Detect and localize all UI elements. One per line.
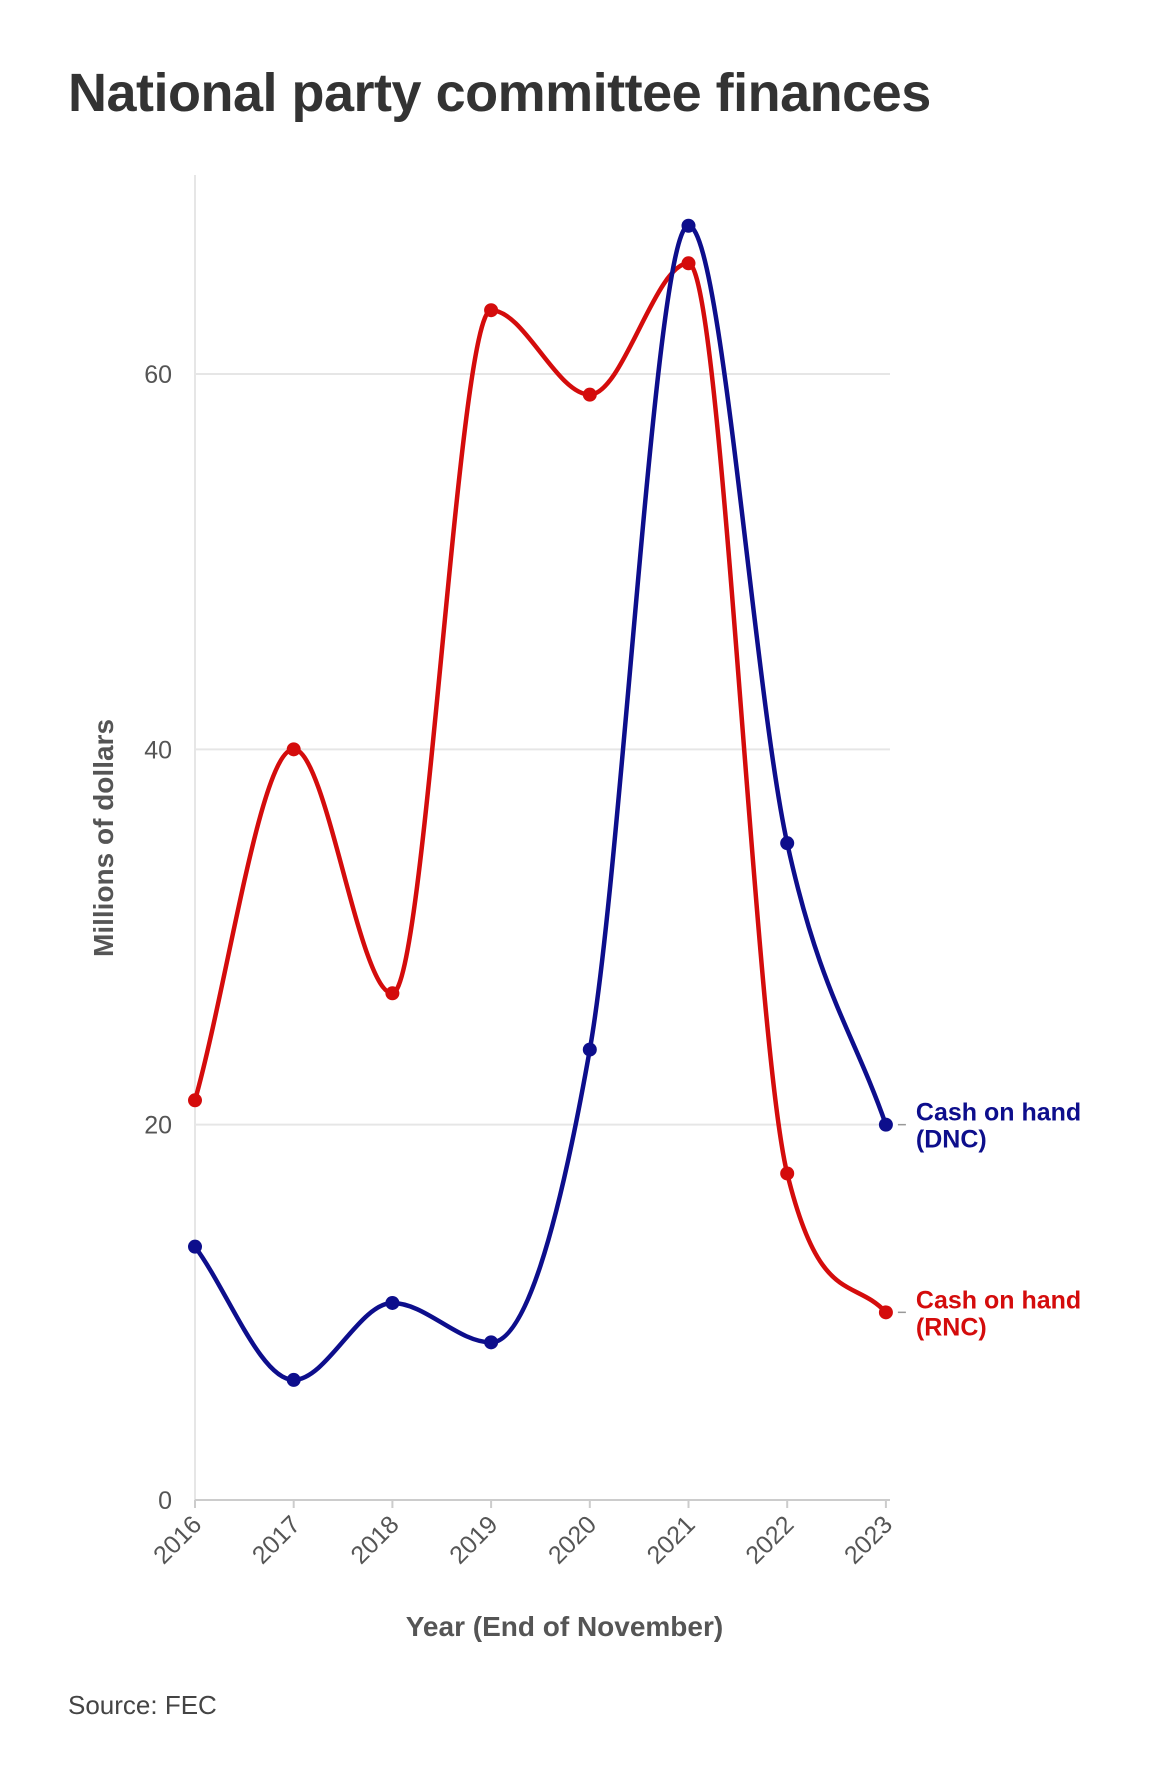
data-point-rnc-2022 (780, 1166, 795, 1181)
data-point-dnc-2017 (286, 1372, 301, 1387)
data-point-dnc-2016 (188, 1239, 202, 1254)
y-axis-label: Millions of dollars (88, 719, 119, 957)
x-tick-label: 2018 (346, 1510, 405, 1569)
y-tick-label: 40 (144, 736, 172, 764)
series-label-dnc: (DNC) (916, 1126, 987, 1154)
data-point-rnc-2021 (681, 256, 696, 271)
data-point-rnc-2017 (286, 742, 301, 757)
data-point-dnc-2023 (878, 1117, 893, 1132)
y-tick-label: 60 (144, 361, 172, 389)
series-label-rnc: (RNC) (916, 1313, 987, 1341)
data-point-dnc-2022 (780, 836, 795, 851)
gridlines (195, 373, 890, 1126)
data-point-rnc-2018 (385, 986, 400, 1001)
series-label-dnc: Cash on hand (916, 1099, 1081, 1127)
x-tick-label: 2019 (444, 1510, 503, 1569)
y-tick-label: 20 (144, 1112, 172, 1140)
series-line-rnc (192, 261, 889, 1315)
data-point-rnc-2020 (582, 387, 597, 402)
series-line-dnc (192, 223, 889, 1383)
series-lines (188, 218, 893, 1387)
data-point-rnc-2023 (878, 1305, 893, 1320)
labels: 0 20 40 60 2016 2017 2018 2019 2020 2021 2022 2023 Y… (88, 361, 1081, 1642)
x-tick-label: 2016 (148, 1510, 207, 1569)
chart-title: National party committee finances (68, 63, 931, 123)
x-tick-label: 2017 (247, 1510, 306, 1569)
y-tick-label: 0 (158, 1487, 172, 1515)
x-tick-label: 2022 (740, 1510, 799, 1569)
series-dnc (188, 218, 893, 1387)
data-point-rnc-2016 (188, 1093, 202, 1108)
axes (194, 175, 890, 1508)
data-point-dnc-2020 (582, 1042, 597, 1057)
x-tick-label: 2023 (839, 1510, 898, 1569)
series-label-rnc: Cash on hand (916, 1286, 1081, 1314)
source-note: Source: FEC (68, 1690, 217, 1720)
x-tick-label: 2020 (543, 1510, 602, 1569)
x-tick-label: 2021 (642, 1510, 701, 1569)
data-point-rnc-2019 (484, 303, 499, 318)
data-point-dnc-2019 (484, 1335, 499, 1350)
data-point-dnc-2021 (681, 218, 696, 233)
series-rnc (188, 256, 893, 1320)
x-axis-label: Year (End of November) (406, 1611, 723, 1642)
data-point-dnc-2018 (385, 1295, 400, 1310)
